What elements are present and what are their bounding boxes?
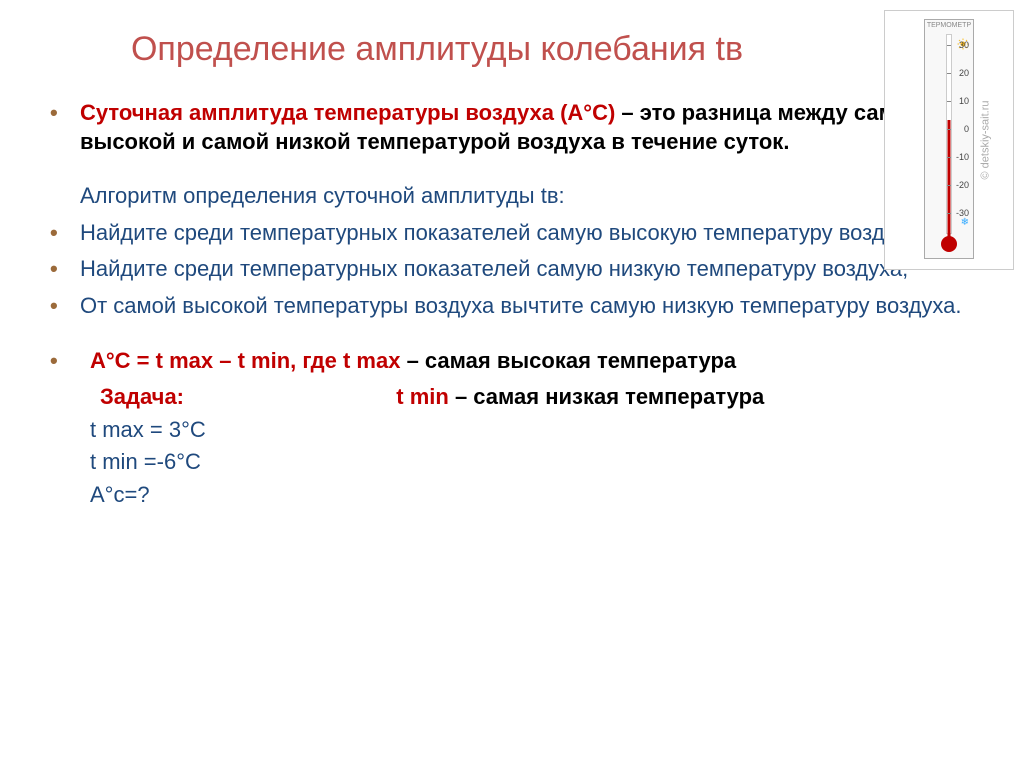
formula-rhs: – самая высокая температура	[400, 348, 736, 373]
thermo-tick-label: 20	[951, 68, 969, 78]
thermo-tick-label: 10	[951, 96, 969, 106]
thermometer: ТЕРМОМЕТР ❄ 30 20 10 0 -10 -20 -30	[924, 19, 974, 259]
content-list: Суточная амплитуда температуры воздуха (…	[40, 99, 984, 156]
definition-term: Суточная амплитуда температуры воздуха (…	[80, 100, 615, 125]
task-label: Задача:	[90, 384, 184, 409]
algorithm-heading: Алгоритм определения суточной амплитуды …	[40, 182, 984, 211]
thermo-tick-label: 0	[951, 124, 969, 134]
thermometer-label: ТЕРМОМЕТР	[927, 22, 971, 29]
task-line: Задача: t min – самая низкая температура	[40, 383, 984, 412]
thermo-tick-line	[947, 213, 951, 214]
formula-lhs: А°С = t max – t min, где t max	[90, 348, 400, 373]
step-2: Найдите среди температурных показателей …	[40, 255, 984, 284]
thermo-tick-line	[947, 45, 951, 46]
thermo-tick-line	[947, 157, 951, 158]
formula-item: А°С = t max – t min, где t max – самая в…	[40, 347, 984, 376]
tmin-label: t min	[396, 384, 449, 409]
steps-list: Найдите среди температурных показателей …	[40, 219, 984, 321]
step-1: Найдите среди температурных показателей …	[40, 219, 984, 248]
thermo-tick-line	[947, 101, 951, 102]
thermo-tick-line	[947, 185, 951, 186]
thermo-tick-label: -10	[951, 152, 969, 162]
thermo-tick-label: -30	[951, 208, 969, 218]
tmin-rhs: – самая низкая температура	[449, 384, 764, 409]
snowflake-icon: ❄	[961, 217, 969, 228]
thermo-tick-line	[947, 129, 951, 130]
ac-value: А°с=?	[40, 481, 984, 510]
thermo-tick-line	[947, 73, 951, 74]
copyright-text: © detskiy-sait.ru	[979, 100, 991, 179]
tmax-value: t max = 3°С	[40, 416, 984, 445]
thermo-tick-label: 30	[951, 40, 969, 50]
tmin-value: t min =-6°С	[40, 448, 984, 477]
definition-item: Суточная амплитуда температуры воздуха (…	[40, 99, 984, 156]
thermometer-box: ТЕРМОМЕТР ❄ 30 20 10 0 -10 -20 -30 © detskiy-s…	[884, 10, 1014, 270]
step-3: От самой высокой температуры воздуха выч…	[40, 292, 984, 321]
thermometer-bulb	[941, 236, 957, 252]
page-title: Определение амплитуды колебания tв	[40, 30, 984, 69]
thermo-tick-label: -20	[951, 180, 969, 190]
formula-list: А°С = t max – t min, где t max – самая в…	[40, 347, 984, 376]
